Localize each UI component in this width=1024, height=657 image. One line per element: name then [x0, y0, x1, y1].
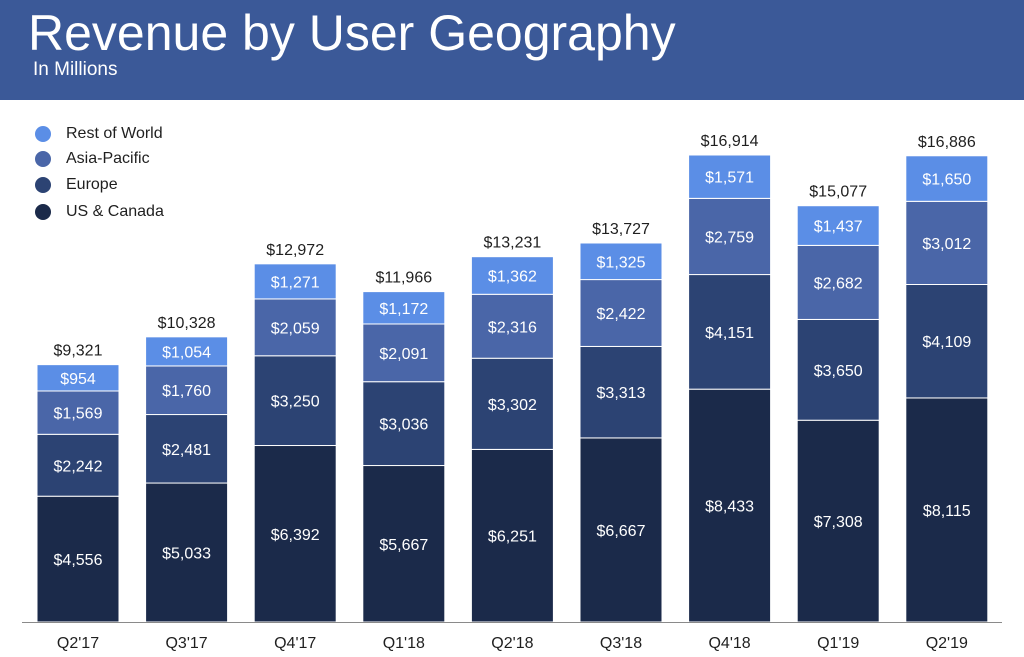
- page-title: Revenue by User Geography: [28, 5, 676, 61]
- x-tick-label: Q3'18: [600, 635, 642, 652]
- legend-swatch: [35, 204, 51, 220]
- legend-swatch: [35, 126, 51, 142]
- data-label: $2,091: [379, 346, 428, 363]
- data-label: $3,036: [379, 417, 428, 434]
- x-tick-label: Q2'19: [926, 635, 968, 652]
- data-label: $2,759: [705, 229, 754, 246]
- total-label: $15,077: [809, 184, 867, 201]
- data-label: $3,012: [922, 236, 971, 253]
- bar-segment: [470, 256, 554, 295]
- data-label: $1,172: [379, 301, 428, 318]
- data-label: $1,569: [54, 406, 103, 423]
- legend-label: Asia-Pacific: [66, 150, 150, 167]
- bar-segment: [145, 365, 229, 416]
- legend-label: Rest of World: [66, 125, 163, 142]
- bar-segment: [253, 263, 337, 300]
- data-label: $1,571: [705, 170, 754, 187]
- bar-segment: [470, 448, 554, 623]
- data-label: $8,433: [705, 499, 754, 516]
- data-label: $1,362: [488, 268, 537, 285]
- data-label: $4,556: [54, 552, 103, 569]
- bar-segment: [905, 200, 989, 285]
- data-label: $6,392: [271, 527, 320, 544]
- bar-segment: [253, 298, 337, 357]
- legend-swatch: [35, 151, 51, 167]
- data-label: $3,250: [271, 394, 320, 411]
- bar-segment: [579, 242, 663, 281]
- bar-segment: [36, 433, 120, 497]
- total-label: $11,966: [375, 270, 432, 287]
- bar-segment: [579, 279, 663, 347]
- data-label: $2,682: [814, 275, 863, 292]
- x-tick-label: Q1'19: [817, 635, 859, 652]
- total-label: $16,886: [918, 134, 976, 151]
- data-label: $5,033: [162, 546, 211, 563]
- legend-label: Europe: [66, 176, 118, 193]
- data-label: $8,115: [923, 503, 971, 520]
- legend-swatch: [35, 177, 51, 193]
- bar-segment: [579, 437, 663, 623]
- bar-segment: [362, 323, 446, 383]
- data-label: $1,271: [271, 274, 320, 291]
- bar-segment: [905, 155, 989, 202]
- data-label: $2,481: [162, 442, 211, 459]
- data-label: $2,059: [271, 320, 320, 337]
- bar-segment: [145, 414, 229, 484]
- bar-segment: [905, 397, 989, 623]
- total-label: $9,321: [54, 343, 103, 360]
- bar-segment: [688, 197, 772, 276]
- data-label: $7,308: [814, 514, 863, 531]
- bar-segment: [145, 336, 229, 367]
- total-label: $13,727: [592, 221, 650, 238]
- data-label: $1,054: [162, 344, 211, 361]
- data-label: $6,667: [597, 523, 646, 540]
- x-tick-label: Q4'18: [708, 635, 750, 652]
- legend-label: US & Canada: [66, 203, 164, 220]
- page-subtitle: In Millions: [33, 59, 118, 80]
- data-label: $1,650: [922, 172, 971, 189]
- x-tick-label: Q2'18: [491, 635, 533, 652]
- header-banner: Revenue by User Geography In Millions: [0, 0, 1024, 100]
- data-label: $1,437: [814, 219, 863, 236]
- data-label: $3,650: [814, 363, 863, 380]
- total-label: $13,231: [483, 235, 541, 252]
- bar-segment: [688, 154, 772, 199]
- data-label: $3,302: [488, 397, 537, 414]
- bar-segment: [796, 205, 880, 246]
- total-label: $16,914: [701, 133, 759, 150]
- bar-segment: [36, 364, 120, 392]
- data-label: $1,760: [162, 383, 211, 400]
- data-label: $3,313: [597, 385, 646, 402]
- bar-segment: [796, 244, 880, 320]
- bar-segment: [36, 495, 120, 623]
- data-label: $1,325: [597, 254, 646, 271]
- x-tick-label: Q4'17: [274, 635, 316, 652]
- x-tick-label: Q3'17: [165, 635, 207, 652]
- bar-segment: [796, 318, 880, 421]
- x-tick-label: Q2'17: [57, 635, 99, 652]
- data-label: $5,667: [379, 537, 428, 554]
- x-tick-label: Q1'18: [383, 635, 425, 652]
- data-label: $4,109: [922, 334, 971, 351]
- data-label: $2,316: [488, 319, 537, 336]
- data-label: $4,151: [705, 325, 754, 342]
- total-label: $10,328: [158, 315, 216, 332]
- bar-segment: [362, 291, 446, 325]
- bar-segment: [579, 345, 663, 439]
- bar-segment: [253, 445, 337, 623]
- bar-segment: [362, 465, 446, 623]
- bar-segment: [796, 419, 880, 623]
- bar-segment: [688, 274, 772, 390]
- data-label: $954: [60, 371, 96, 388]
- bar-segment: [362, 381, 446, 467]
- bar-segment: [470, 357, 554, 450]
- bar-segment: [470, 293, 554, 359]
- bar-segment: [688, 388, 772, 623]
- total-label: $12,972: [266, 242, 324, 259]
- bar-segment: [905, 283, 989, 399]
- data-label: $6,251: [488, 529, 537, 546]
- data-label: $2,242: [54, 458, 103, 475]
- data-label: $2,422: [597, 306, 646, 323]
